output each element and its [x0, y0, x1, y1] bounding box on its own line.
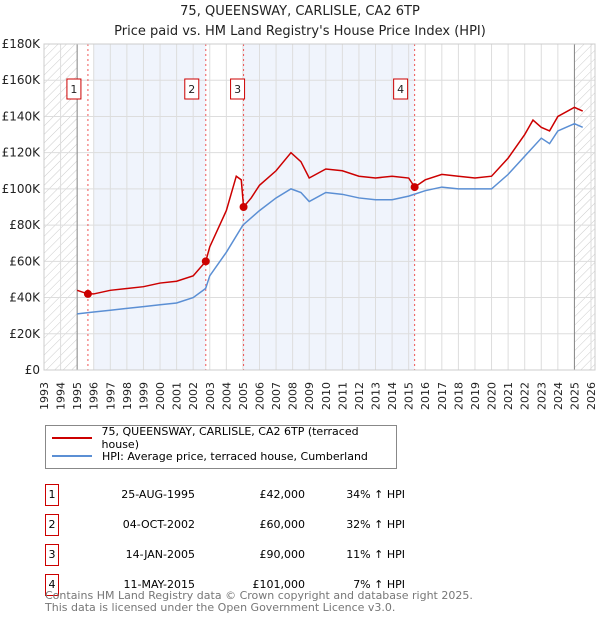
sale-badge-label: 3: [234, 83, 241, 96]
y-tick-label: £180K: [2, 37, 42, 51]
legend-swatch-property: [52, 437, 92, 439]
x-tick-label: 2021: [502, 382, 515, 410]
x-tick-label: 2026: [585, 382, 598, 410]
x-tick-label: 1999: [137, 382, 150, 410]
sale-price: £60,000: [259, 518, 306, 531]
legend: 75, QUEENSWAY, CARLISLE, CA2 6TP (terrac…: [45, 425, 397, 469]
x-tick-label: 2000: [154, 382, 167, 410]
x-tick-label: 2013: [370, 382, 383, 410]
x-tick-label: 2017: [436, 382, 449, 410]
hpi-line: [77, 122, 584, 315]
sale-date: 14-JAN-2005: [125, 548, 195, 561]
x-tick-label: 2009: [303, 382, 316, 410]
x-tick-label: 2025: [568, 382, 581, 410]
x-tick-label: 1994: [55, 382, 68, 410]
sale-date: 25-AUG-1995: [121, 488, 195, 501]
sale-hpi-diff: 7% ↑ HPI: [353, 578, 405, 591]
y-tick-label: £40K: [9, 291, 41, 305]
sale-hpi-diff: 11% ↑ HPI: [346, 548, 405, 561]
x-tick-label: 1993: [38, 382, 51, 410]
sale-point: [239, 203, 248, 211]
x-tick-label: 2005: [237, 382, 250, 410]
x-tick-label: 2006: [253, 382, 266, 410]
x-tick-label: 1998: [121, 382, 134, 410]
y-tick-label: £140K: [2, 109, 42, 123]
sale-badge: [66, 78, 82, 100]
legend-swatch-hpi: [52, 455, 92, 457]
sale-price: £101,000: [252, 578, 306, 591]
sale-badge: [184, 78, 200, 100]
sale-row: 1 25-AUG-1995 £42,000 34% ↑ HPI: [45, 484, 405, 508]
hatched-region-post: [574, 44, 595, 370]
x-tick-label: 2008: [287, 382, 300, 410]
footer-line-1: Contains HM Land Registry data © Crown c…: [45, 589, 473, 602]
x-tick-label: 2007: [270, 382, 283, 410]
footer: Contains HM Land Registry data © Crown c…: [45, 590, 473, 614]
sale-badge-label: 1: [70, 83, 77, 96]
sale-row: 2 04-OCT-2002 £60,000 32% ↑ HPI: [45, 514, 405, 538]
y-tick-label: £20K: [9, 327, 41, 341]
x-tick-label: 2012: [353, 382, 366, 410]
sale-date: 04-OCT-2002: [122, 518, 195, 531]
legend-label-property: 75, QUEENSWAY, CARLISLE, CA2 6TP (terrac…: [101, 425, 359, 451]
chart-subtitle: Price paid vs. HM Land Registry's House …: [114, 24, 486, 39]
y-tick-label: £160K: [2, 73, 42, 87]
x-tick-label: 2018: [452, 382, 465, 410]
x-tick-label: 2015: [403, 382, 416, 410]
sale-point: [83, 289, 92, 298]
sale-badge-label: 4: [397, 83, 404, 96]
sale-row: 4 11-MAY-2015 £101,000 7% ↑ HPI: [45, 574, 405, 598]
sale-hpi-diff: 34% ↑ HPI: [346, 488, 405, 501]
sale-number: 3: [45, 544, 59, 566]
sale-price: £42,000: [259, 488, 306, 501]
x-tick-label: 2003: [204, 382, 217, 410]
footer-line-2: This data is licensed under the Open Gov…: [45, 601, 396, 614]
sale-point: [201, 257, 210, 266]
sale-price: £90,000: [259, 548, 306, 561]
sale-badge: [230, 78, 246, 100]
x-tick-label: 2004: [220, 382, 233, 410]
y-tick-label: £120K: [2, 146, 42, 160]
sale-date: 11-MAY-2015: [123, 578, 195, 591]
plot-border: [43, 43, 596, 371]
plot-area: 1993 1994 1995 1996 1997 1998 1999 2000 2001 2002…: [2, 37, 598, 410]
x-tick-label: 2016: [419, 382, 432, 410]
x-tick-label: 1995: [71, 382, 84, 410]
sale-number: 4: [45, 574, 59, 596]
y-tick-label: £60K: [9, 254, 41, 268]
sale-point: [410, 183, 419, 192]
x-tick-label: 2019: [469, 382, 482, 410]
x-tick-label: 2023: [535, 382, 548, 410]
sale-badge: [393, 78, 409, 100]
chart-title: 75, QUEENSWAY, CARLISLE, CA2 6TP: [180, 4, 420, 19]
sale-number: 1: [45, 484, 59, 506]
sale-number: 2: [45, 514, 59, 536]
property-price-line: [76, 106, 584, 295]
y-tick-label: £80K: [9, 218, 41, 232]
shaded-period-2: [243, 44, 415, 370]
x-tick-label: 1996: [88, 382, 101, 410]
x-tick-label: 2001: [171, 382, 184, 410]
sale-row: 3 14-JAN-2005 £90,000 11% ↑ HPI: [45, 544, 405, 568]
x-tick-label: 2020: [486, 382, 499, 410]
legend-label-hpi: HPI: Average price, terraced house, Cumb…: [102, 449, 368, 463]
sale-badge-label: 2: [188, 83, 195, 96]
x-tick-label: 1997: [104, 382, 117, 410]
x-tick-label: 2024: [552, 382, 565, 410]
sale-hpi-diff: 32% ↑ HPI: [346, 518, 405, 531]
x-tick-label: 2014: [386, 382, 399, 410]
x-tick-label: 2022: [519, 382, 532, 410]
y-tick-label: £0: [25, 363, 40, 377]
x-tick-label: 2010: [320, 382, 333, 410]
x-tick-label: 2002: [187, 382, 200, 410]
x-tick-label: 2011: [336, 382, 349, 410]
y-tick-label: £100K: [2, 182, 42, 196]
